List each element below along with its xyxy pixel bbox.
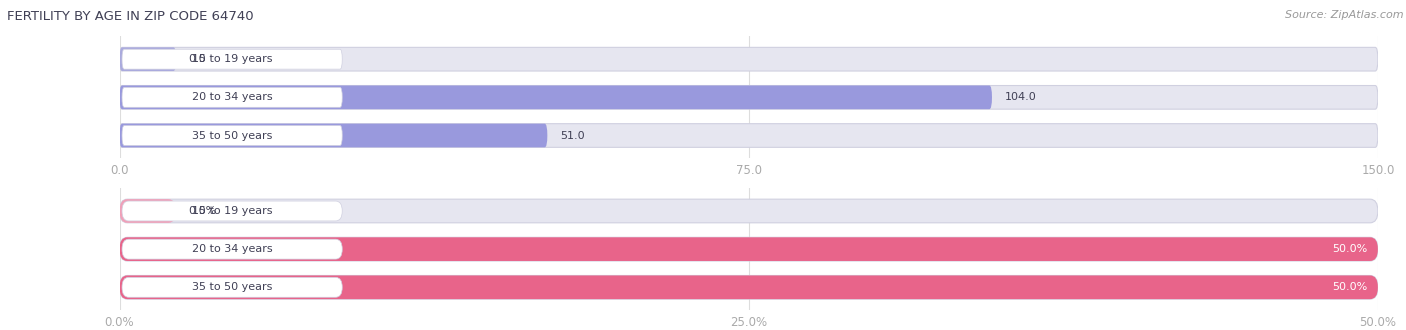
Text: 15 to 19 years: 15 to 19 years	[191, 54, 273, 64]
FancyBboxPatch shape	[120, 48, 1378, 71]
Text: Source: ZipAtlas.com: Source: ZipAtlas.com	[1285, 10, 1403, 20]
FancyBboxPatch shape	[120, 85, 1378, 109]
Text: 50.0%: 50.0%	[1333, 282, 1368, 292]
Text: 50.0%: 50.0%	[1333, 244, 1368, 254]
FancyBboxPatch shape	[120, 124, 547, 147]
Text: 0.0%: 0.0%	[188, 206, 217, 216]
Text: 35 to 50 years: 35 to 50 years	[193, 130, 273, 141]
Text: FERTILITY BY AGE IN ZIP CODE 64740: FERTILITY BY AGE IN ZIP CODE 64740	[7, 10, 253, 23]
FancyBboxPatch shape	[122, 49, 342, 69]
Text: 104.0: 104.0	[1004, 92, 1036, 102]
Text: 20 to 34 years: 20 to 34 years	[191, 92, 273, 102]
Text: 51.0: 51.0	[560, 130, 585, 141]
FancyBboxPatch shape	[120, 237, 1378, 261]
FancyBboxPatch shape	[120, 48, 176, 71]
FancyBboxPatch shape	[122, 87, 342, 107]
FancyBboxPatch shape	[120, 276, 1378, 299]
FancyBboxPatch shape	[122, 201, 342, 221]
FancyBboxPatch shape	[120, 199, 176, 223]
FancyBboxPatch shape	[122, 239, 342, 259]
Text: 35 to 50 years: 35 to 50 years	[193, 282, 273, 292]
FancyBboxPatch shape	[122, 126, 342, 146]
FancyBboxPatch shape	[120, 124, 1378, 147]
Text: 15 to 19 years: 15 to 19 years	[191, 206, 273, 216]
FancyBboxPatch shape	[120, 199, 1378, 223]
FancyBboxPatch shape	[120, 276, 1378, 299]
FancyBboxPatch shape	[120, 85, 993, 109]
FancyBboxPatch shape	[120, 237, 1378, 261]
FancyBboxPatch shape	[122, 278, 342, 297]
Text: 0.0: 0.0	[188, 54, 207, 64]
Text: 20 to 34 years: 20 to 34 years	[191, 244, 273, 254]
